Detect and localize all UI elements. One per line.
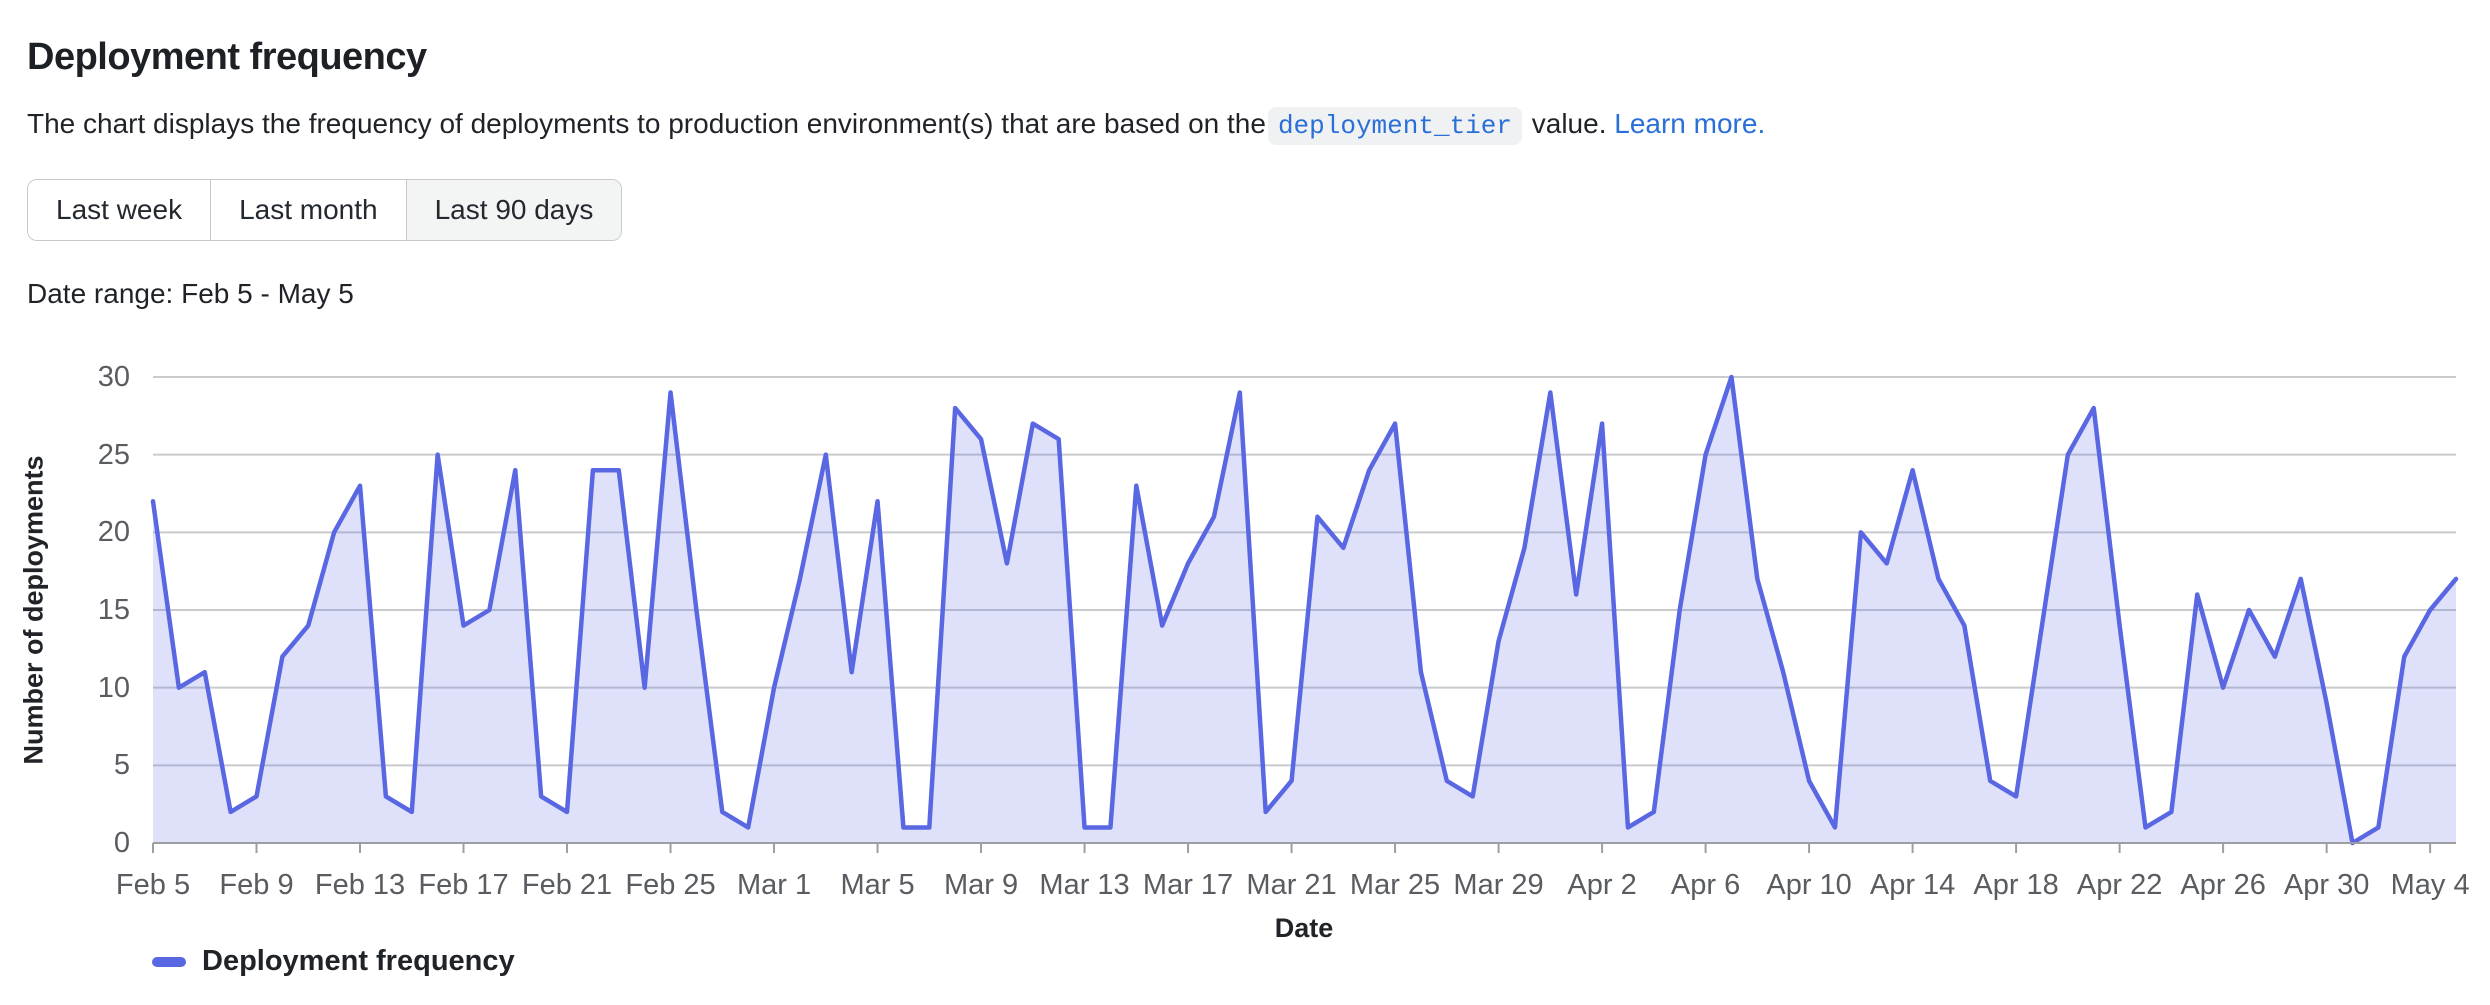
y-tick-label: 10 — [97, 671, 130, 704]
x-axis-title: Date — [1274, 913, 1334, 943]
x-tick-label: Mar 25 — [1349, 869, 1441, 901]
x-tick-label: Apr 10 — [1766, 869, 1852, 901]
x-tick-label: Feb 17 — [418, 869, 509, 901]
x-tick-label: Feb 25 — [625, 869, 716, 901]
deployment-frequency-area-chart[interactable] — [150, 374, 2459, 853]
x-tick-label: May 4 — [2390, 869, 2470, 901]
deployment-tier-code-span: deployment_tier — [1267, 107, 1522, 145]
description-suffix: value. — [1523, 108, 1615, 139]
y-tick-label: 25 — [97, 438, 130, 471]
chart-description: The chart displays the frequency of depl… — [27, 107, 1766, 145]
x-tick-label: Mar 9 — [943, 869, 1019, 901]
legend-line-swatch — [152, 956, 186, 967]
x-tick-label: Mar 29 — [1453, 869, 1544, 901]
description-text: The chart displays the frequency of depl… — [27, 108, 1266, 139]
x-tick-label: Mar 13 — [1039, 869, 1130, 901]
date-range-text: Date range: Feb 5 - May 5 — [27, 278, 354, 309]
chart-legend: Deployment frequency — [152, 945, 515, 978]
x-tick-label: Mar 1 — [736, 869, 812, 901]
y-tick-label: 15 — [97, 594, 130, 626]
range-button-last-week[interactable]: Last week — [28, 180, 211, 240]
y-tick-label: 30 — [97, 361, 130, 393]
x-tick-label: Mar 5 — [840, 869, 915, 901]
x-tick-label: Apr 18 — [1973, 869, 2059, 901]
x-tick-label: Apr 14 — [1869, 869, 1956, 901]
x-tick-label: Apr 22 — [2076, 869, 2163, 901]
y-tick-label: 20 — [97, 516, 130, 549]
x-tick-label: Feb 13 — [314, 869, 406, 901]
x-tick-label: Apr 2 — [1567, 869, 1637, 901]
x-tick-label: Feb 5 — [115, 869, 191, 901]
x-tick-label: Apr 26 — [2180, 869, 2266, 901]
x-tick-label: Mar 21 — [1246, 869, 1337, 901]
legend-label: Deployment frequency — [202, 945, 515, 977]
y-axis-tick-labels: 0 5 10 15 20 25 30 — [40, 362, 130, 858]
y-tick-label: 0 — [113, 827, 130, 859]
y-tick-label: 5 — [113, 749, 130, 782]
x-tick-label: Feb 21 — [521, 869, 613, 901]
time-range-button-group: Last week Last month Last 90 days — [27, 179, 623, 241]
range-button-last-90-days[interactable]: Last 90 days — [405, 180, 622, 240]
x-tick-label: Apr 30 — [2283, 869, 2370, 901]
learn-more-link[interactable]: Learn more. — [1614, 108, 1766, 139]
range-button-last-month[interactable]: Last month — [210, 180, 406, 240]
x-tick-label: Feb 9 — [219, 869, 294, 901]
x-axis-tick-labels: Feb 5 Feb 9 Feb 13 Feb 17 Feb 21 Feb 25 Mar 1 M… — [116, 869, 2470, 905]
x-tick-label: Apr 6 — [1670, 869, 1741, 901]
page-title: Deployment frequency — [27, 36, 427, 78]
x-tick-label: Mar 17 — [1142, 869, 1234, 901]
